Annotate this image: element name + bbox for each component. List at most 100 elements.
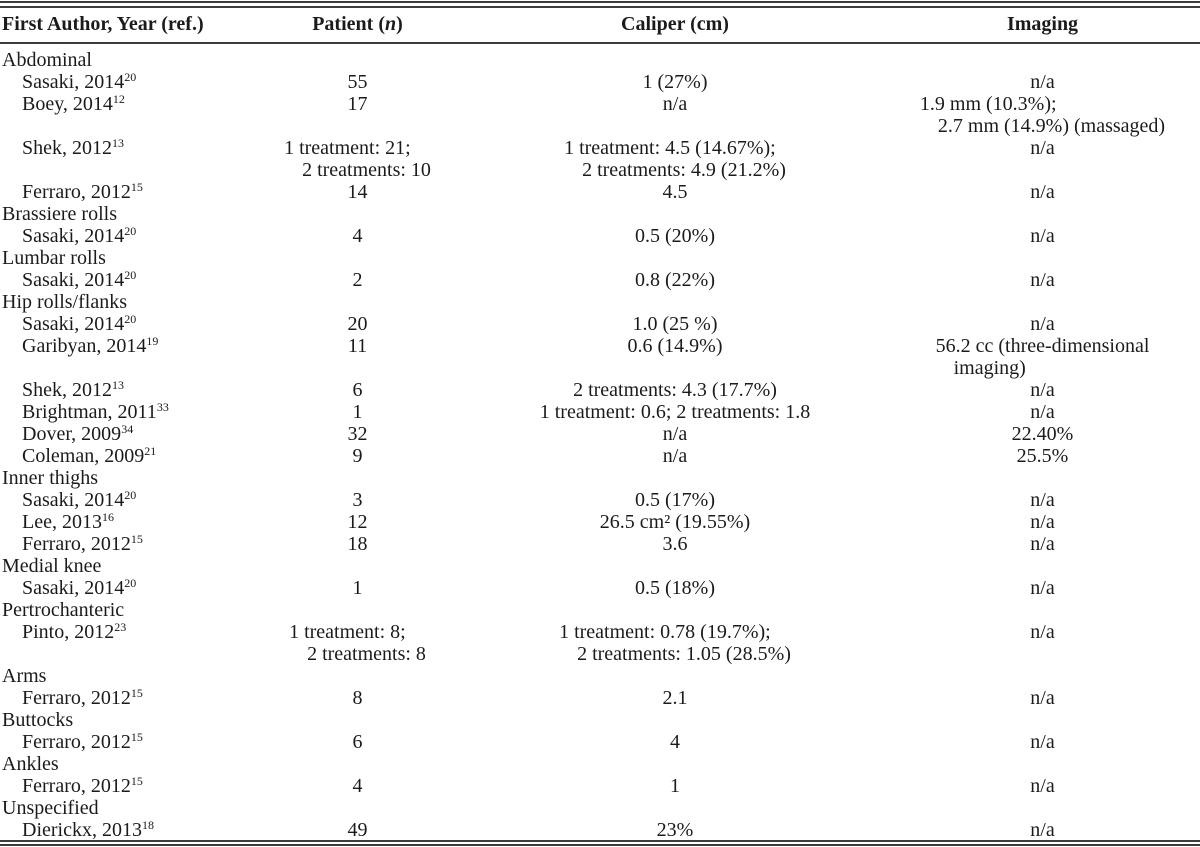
imaging-cell: n/a	[885, 313, 1200, 335]
bottom-rules	[0, 840, 1200, 846]
cell-line: n/a	[1030, 731, 1055, 753]
study-row: Dierickx, 201318 49 23% n/a	[0, 819, 1200, 841]
imaging-cell: n/a	[885, 819, 1200, 841]
cell-line: 1	[352, 577, 363, 599]
patient-cell-content: 3	[353, 489, 363, 511]
author-text: Sasaki, 2014	[22, 269, 125, 291]
cell-line: 1	[352, 401, 363, 423]
patient-cell-content: 8	[353, 687, 363, 709]
author-text: Ferraro, 2012	[22, 181, 131, 203]
caliper-cell: 1	[465, 775, 885, 797]
imaging-cell-content: 1.9 mm (10.3%); 2.7 mm (14.9%) (massaged)	[920, 93, 1165, 137]
cell-line: 18	[347, 533, 368, 555]
patient-cell-content: 9	[353, 445, 363, 467]
author-text: Sasaki, 2014	[22, 489, 125, 511]
study-row: Ferraro, 201215 14 4.5 n/a	[0, 181, 1200, 203]
patient-cell-content: 18	[348, 533, 368, 555]
imaging-cell-content: n/a	[1030, 775, 1054, 797]
patient-cell: 17	[250, 93, 465, 137]
ref-superscript: 13	[112, 136, 124, 150]
caliper-cell: n/a	[465, 423, 885, 445]
author-cell: Ferraro, 201215	[0, 731, 250, 753]
ref-superscript: 20	[124, 224, 137, 238]
study-row: Boey, 201412 17 n/a 1.9 mm (10.3%); 2.7 mm (…	[0, 93, 1200, 137]
ref-superscript: 20	[124, 70, 137, 84]
cell-line: 2 treatments: 4.3 (17.7%)	[573, 379, 777, 401]
cell-line: 3	[352, 489, 363, 511]
section-row: Buttocks	[0, 709, 1200, 731]
caliper-cell: 1 treatment: 4.5 (14.67%); 2 treatments: …	[465, 137, 885, 181]
imaging-cell: 22.40%	[885, 423, 1200, 445]
ref-superscript: 13	[112, 378, 124, 392]
section-row: Hip rolls/flanks	[0, 291, 1200, 313]
cell-line: imaging)	[953, 357, 1026, 379]
author-text: Boey, 2014	[22, 93, 113, 115]
patient-cell-content: 55	[348, 71, 368, 93]
patient-cell: 32	[250, 423, 465, 445]
ref-superscript: 15	[130, 730, 143, 744]
patient-cell-content: 4	[353, 225, 363, 247]
ref-superscript: 34	[121, 422, 134, 436]
patient-cell: 6	[250, 731, 465, 753]
cell-line: 12	[347, 511, 368, 533]
study-row: Sasaki, 201420 1 0.5 (18%) n/a	[0, 577, 1200, 599]
study-row: Ferraro, 201215 6 4 n/a	[0, 731, 1200, 753]
patient-cell-content: 32	[348, 423, 368, 445]
caliper-cell: 0.5 (18%)	[465, 577, 885, 599]
cell-line: 2 treatments: 1.05 (28.5%)	[577, 643, 791, 665]
author-cell: Ferraro, 201215	[0, 687, 250, 709]
section-row: Lumbar rolls	[0, 247, 1200, 269]
cell-line: n/a	[1030, 511, 1055, 533]
caliper-cell: 1 (27%)	[465, 71, 885, 93]
cell-line: 17	[347, 93, 368, 115]
patient-cell: 1 treatment: 8; 2 treatments: 8	[250, 621, 465, 665]
imaging-cell-content: n/a	[1030, 577, 1054, 599]
author-text: Coleman, 2009	[22, 445, 145, 467]
section-heading: Arms	[2, 665, 47, 687]
cell-line: n/a	[1030, 269, 1055, 291]
caliper-cell: 2 treatments: 4.3 (17.7%)	[465, 379, 885, 401]
patient-cell: 1	[250, 577, 465, 599]
cell-line: 8	[352, 687, 363, 709]
caliper-cell-content: 1 treatment: 4.5 (14.67%); 2 treatments: …	[564, 137, 786, 181]
imaging-cell: n/a	[885, 137, 1200, 181]
caliper-cell-content: n/a	[663, 445, 687, 467]
imaging-cell: n/a	[885, 71, 1200, 93]
imaging-cell-content: n/a	[1030, 313, 1054, 335]
cell-line: 49	[347, 819, 368, 841]
imaging-cell-content: n/a	[1030, 621, 1054, 643]
col-header-author: First Author, Year (ref.)	[2, 13, 204, 35]
study-row: Pinto, 201223 1 treatment: 8; 2 treatments…	[0, 621, 1200, 665]
cell-line: 2 treatments: 10	[302, 159, 431, 181]
author-text: Sasaki, 2014	[22, 313, 125, 335]
patient-cell-content: 4	[353, 775, 363, 797]
patient-cell: 20	[250, 313, 465, 335]
bottom-rule-inner	[0, 840, 1200, 842]
caliper-cell: 0.5 (20%)	[465, 225, 885, 247]
cell-line: 4	[670, 731, 680, 753]
patient-cell: 6	[250, 379, 465, 401]
patient-cell-content: 1	[353, 577, 363, 599]
cell-line: n/a	[662, 423, 688, 445]
bottom-rule-outer	[0, 844, 1200, 846]
cell-line: 22.40%	[1011, 423, 1074, 445]
cell-line: n/a	[1030, 225, 1055, 247]
caliper-cell-content: 1.0 (25 %)	[633, 313, 718, 335]
section-row: Inner thighs	[0, 467, 1200, 489]
author-cell: Sasaki, 201420	[0, 577, 250, 599]
table-header-row: First Author, Year (ref.) Patient (n) Ca…	[0, 8, 1200, 42]
cell-line: 2.1	[662, 687, 688, 709]
imaging-cell: n/a	[885, 269, 1200, 291]
cell-line: n/a	[1030, 819, 1055, 841]
study-row: Sasaki, 201420 2 0.8 (22%) n/a	[0, 269, 1200, 291]
cell-line: 32	[347, 423, 368, 445]
cell-line: 1 treatment: 4.5 (14.67%);	[564, 137, 776, 159]
author-cell: Dover, 200934	[0, 423, 250, 445]
cell-line: 2 treatments: 4.9 (21.2%)	[582, 159, 786, 181]
caliper-cell: 1.0 (25 %)	[465, 313, 885, 335]
ref-superscript: 15	[130, 774, 143, 788]
cell-line: n/a	[1030, 621, 1055, 643]
author-text: Dierickx, 2013	[22, 819, 142, 841]
imaging-cell-content: 56.2 cc (three-dimensional imaging)	[936, 335, 1150, 379]
imaging-cell: 25.5%	[885, 445, 1200, 467]
